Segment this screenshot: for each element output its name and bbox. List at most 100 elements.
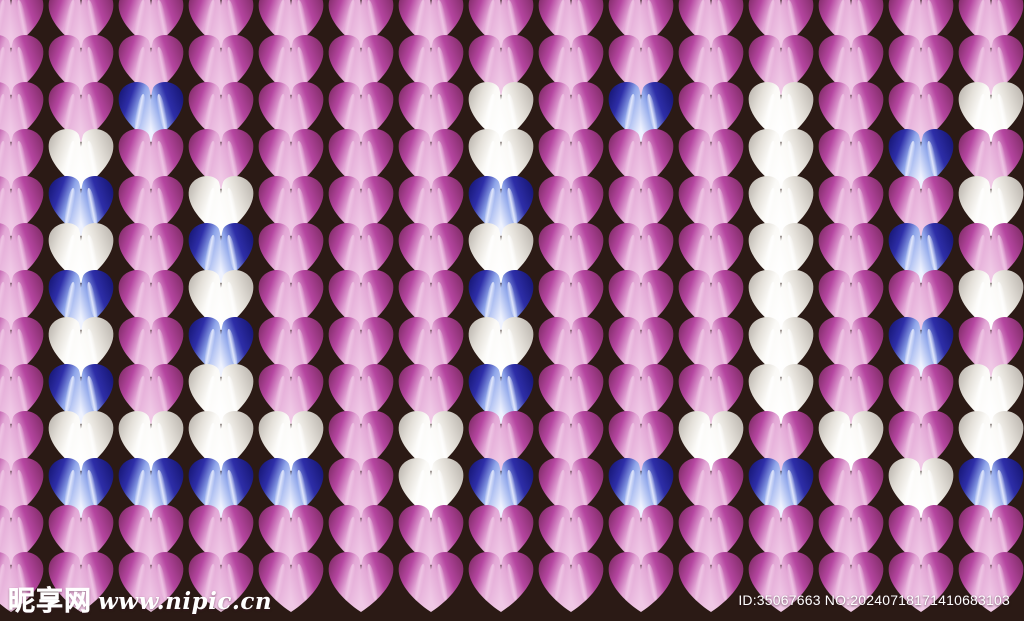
stitch-highlight-left bbox=[764, 234, 775, 272]
stitch-highlight-left bbox=[764, 516, 775, 554]
white-stitch bbox=[118, 411, 184, 471]
stitch-highlight-right bbox=[507, 187, 518, 225]
stitch-highlight-left bbox=[0, 281, 5, 319]
stitch-highlight-left bbox=[904, 187, 915, 225]
magenta-stitch bbox=[958, 317, 1024, 377]
magenta-stitch bbox=[0, 176, 44, 236]
stitch-highlight-right bbox=[717, 0, 728, 37]
magenta-stitch bbox=[818, 82, 884, 142]
stitch-highlight-right bbox=[17, 328, 28, 366]
stitch-highlight-right bbox=[437, 46, 448, 84]
magenta-stitch bbox=[538, 0, 604, 48]
stitch-highlight-left bbox=[834, 46, 845, 84]
magenta-stitch bbox=[678, 552, 744, 612]
stitch-highlight-right bbox=[87, 422, 98, 460]
magenta-stitch bbox=[888, 0, 954, 48]
stitch-highlight-left bbox=[414, 516, 425, 554]
white-stitch bbox=[468, 82, 534, 142]
stitch-highlight-left bbox=[904, 375, 915, 413]
stitch-highlight-right bbox=[367, 422, 378, 460]
stitch-highlight-right bbox=[787, 93, 798, 131]
stitch-row bbox=[0, 458, 1024, 518]
stitch-highlight-right bbox=[577, 375, 588, 413]
stitch-highlight-left bbox=[274, 328, 285, 366]
stitch-highlight-left bbox=[414, 0, 425, 37]
stitch-highlight-left bbox=[274, 140, 285, 178]
stitch-highlight-left bbox=[694, 140, 705, 178]
magenta-stitch bbox=[888, 552, 954, 612]
stitch-highlight-left bbox=[834, 516, 845, 554]
magenta-stitch bbox=[398, 317, 464, 377]
white-stitch bbox=[188, 411, 254, 471]
stitch-highlight-left bbox=[414, 234, 425, 272]
stitch-highlight-right bbox=[577, 328, 588, 366]
stitch-highlight-left bbox=[274, 234, 285, 272]
stitch-highlight-left bbox=[204, 469, 215, 507]
stitch-highlight-left bbox=[134, 187, 145, 225]
magenta-stitch bbox=[888, 270, 954, 330]
stitch-highlight-left bbox=[904, 281, 915, 319]
stitch-highlight-left bbox=[554, 234, 565, 272]
stitch-highlight-right bbox=[647, 187, 658, 225]
stitch-highlight-left bbox=[414, 281, 425, 319]
magenta-stitch bbox=[748, 411, 814, 471]
stitch-highlight-right bbox=[857, 234, 868, 272]
magenta-stitch bbox=[748, 35, 814, 95]
stitch-highlight-right bbox=[297, 187, 308, 225]
stitch-highlight-right bbox=[157, 187, 168, 225]
stitch-highlight-right bbox=[227, 0, 238, 37]
stitch-highlight-left bbox=[64, 516, 75, 554]
stitch-highlight-left bbox=[274, 422, 285, 460]
stitch-highlight-right bbox=[927, 469, 938, 507]
stitch-highlight-right bbox=[927, 563, 938, 601]
stitch-highlight-left bbox=[134, 516, 145, 554]
blue-stitch bbox=[468, 458, 534, 518]
stitch-highlight-left bbox=[64, 281, 75, 319]
stitch-highlight-left bbox=[904, 469, 915, 507]
stitch-highlight-left bbox=[0, 140, 5, 178]
stitch-highlight-right bbox=[87, 281, 98, 319]
white-stitch bbox=[468, 129, 534, 189]
stitch-highlight-left bbox=[414, 469, 425, 507]
stitch-highlight-right bbox=[997, 469, 1008, 507]
stitch-row bbox=[0, 35, 1024, 95]
magenta-stitch bbox=[0, 364, 44, 424]
stitch-highlight-right bbox=[927, 46, 938, 84]
stitch-highlight-left bbox=[694, 0, 705, 37]
stitch-highlight-left bbox=[974, 140, 985, 178]
magenta-stitch bbox=[0, 82, 44, 142]
stitch-highlight-left bbox=[834, 281, 845, 319]
magenta-stitch bbox=[328, 411, 394, 471]
white-stitch bbox=[48, 317, 114, 377]
magenta-stitch bbox=[48, 505, 114, 565]
stitch-highlight-right bbox=[927, 328, 938, 366]
stitch-highlight-right bbox=[647, 469, 658, 507]
stitch-highlight-left bbox=[484, 328, 495, 366]
stitch-highlight-left bbox=[554, 422, 565, 460]
magenta-stitch bbox=[398, 552, 464, 612]
stitch-highlight-left bbox=[134, 375, 145, 413]
magenta-stitch bbox=[258, 505, 324, 565]
stitch-highlight-right bbox=[927, 422, 938, 460]
stitch-highlight-left bbox=[554, 281, 565, 319]
stitch-highlight-left bbox=[834, 469, 845, 507]
magenta-stitch bbox=[818, 458, 884, 518]
magenta-stitch bbox=[538, 505, 604, 565]
stitch-highlight-right bbox=[997, 140, 1008, 178]
stitch-highlight-right bbox=[297, 563, 308, 601]
stitch-highlight-left bbox=[974, 563, 985, 601]
stitch-highlight-left bbox=[134, 93, 145, 131]
stitch-row bbox=[0, 270, 1024, 330]
stitch-highlight-left bbox=[64, 93, 75, 131]
stitch-highlight-left bbox=[694, 93, 705, 131]
magenta-stitch bbox=[678, 270, 744, 330]
stitch-highlight-left bbox=[204, 375, 215, 413]
magenta-stitch bbox=[538, 129, 604, 189]
magenta-stitch bbox=[328, 317, 394, 377]
stitch-highlight-left bbox=[834, 140, 845, 178]
stitch-highlight-right bbox=[857, 422, 868, 460]
stitch-highlight-right bbox=[507, 0, 518, 37]
stitch-highlight-right bbox=[157, 234, 168, 272]
